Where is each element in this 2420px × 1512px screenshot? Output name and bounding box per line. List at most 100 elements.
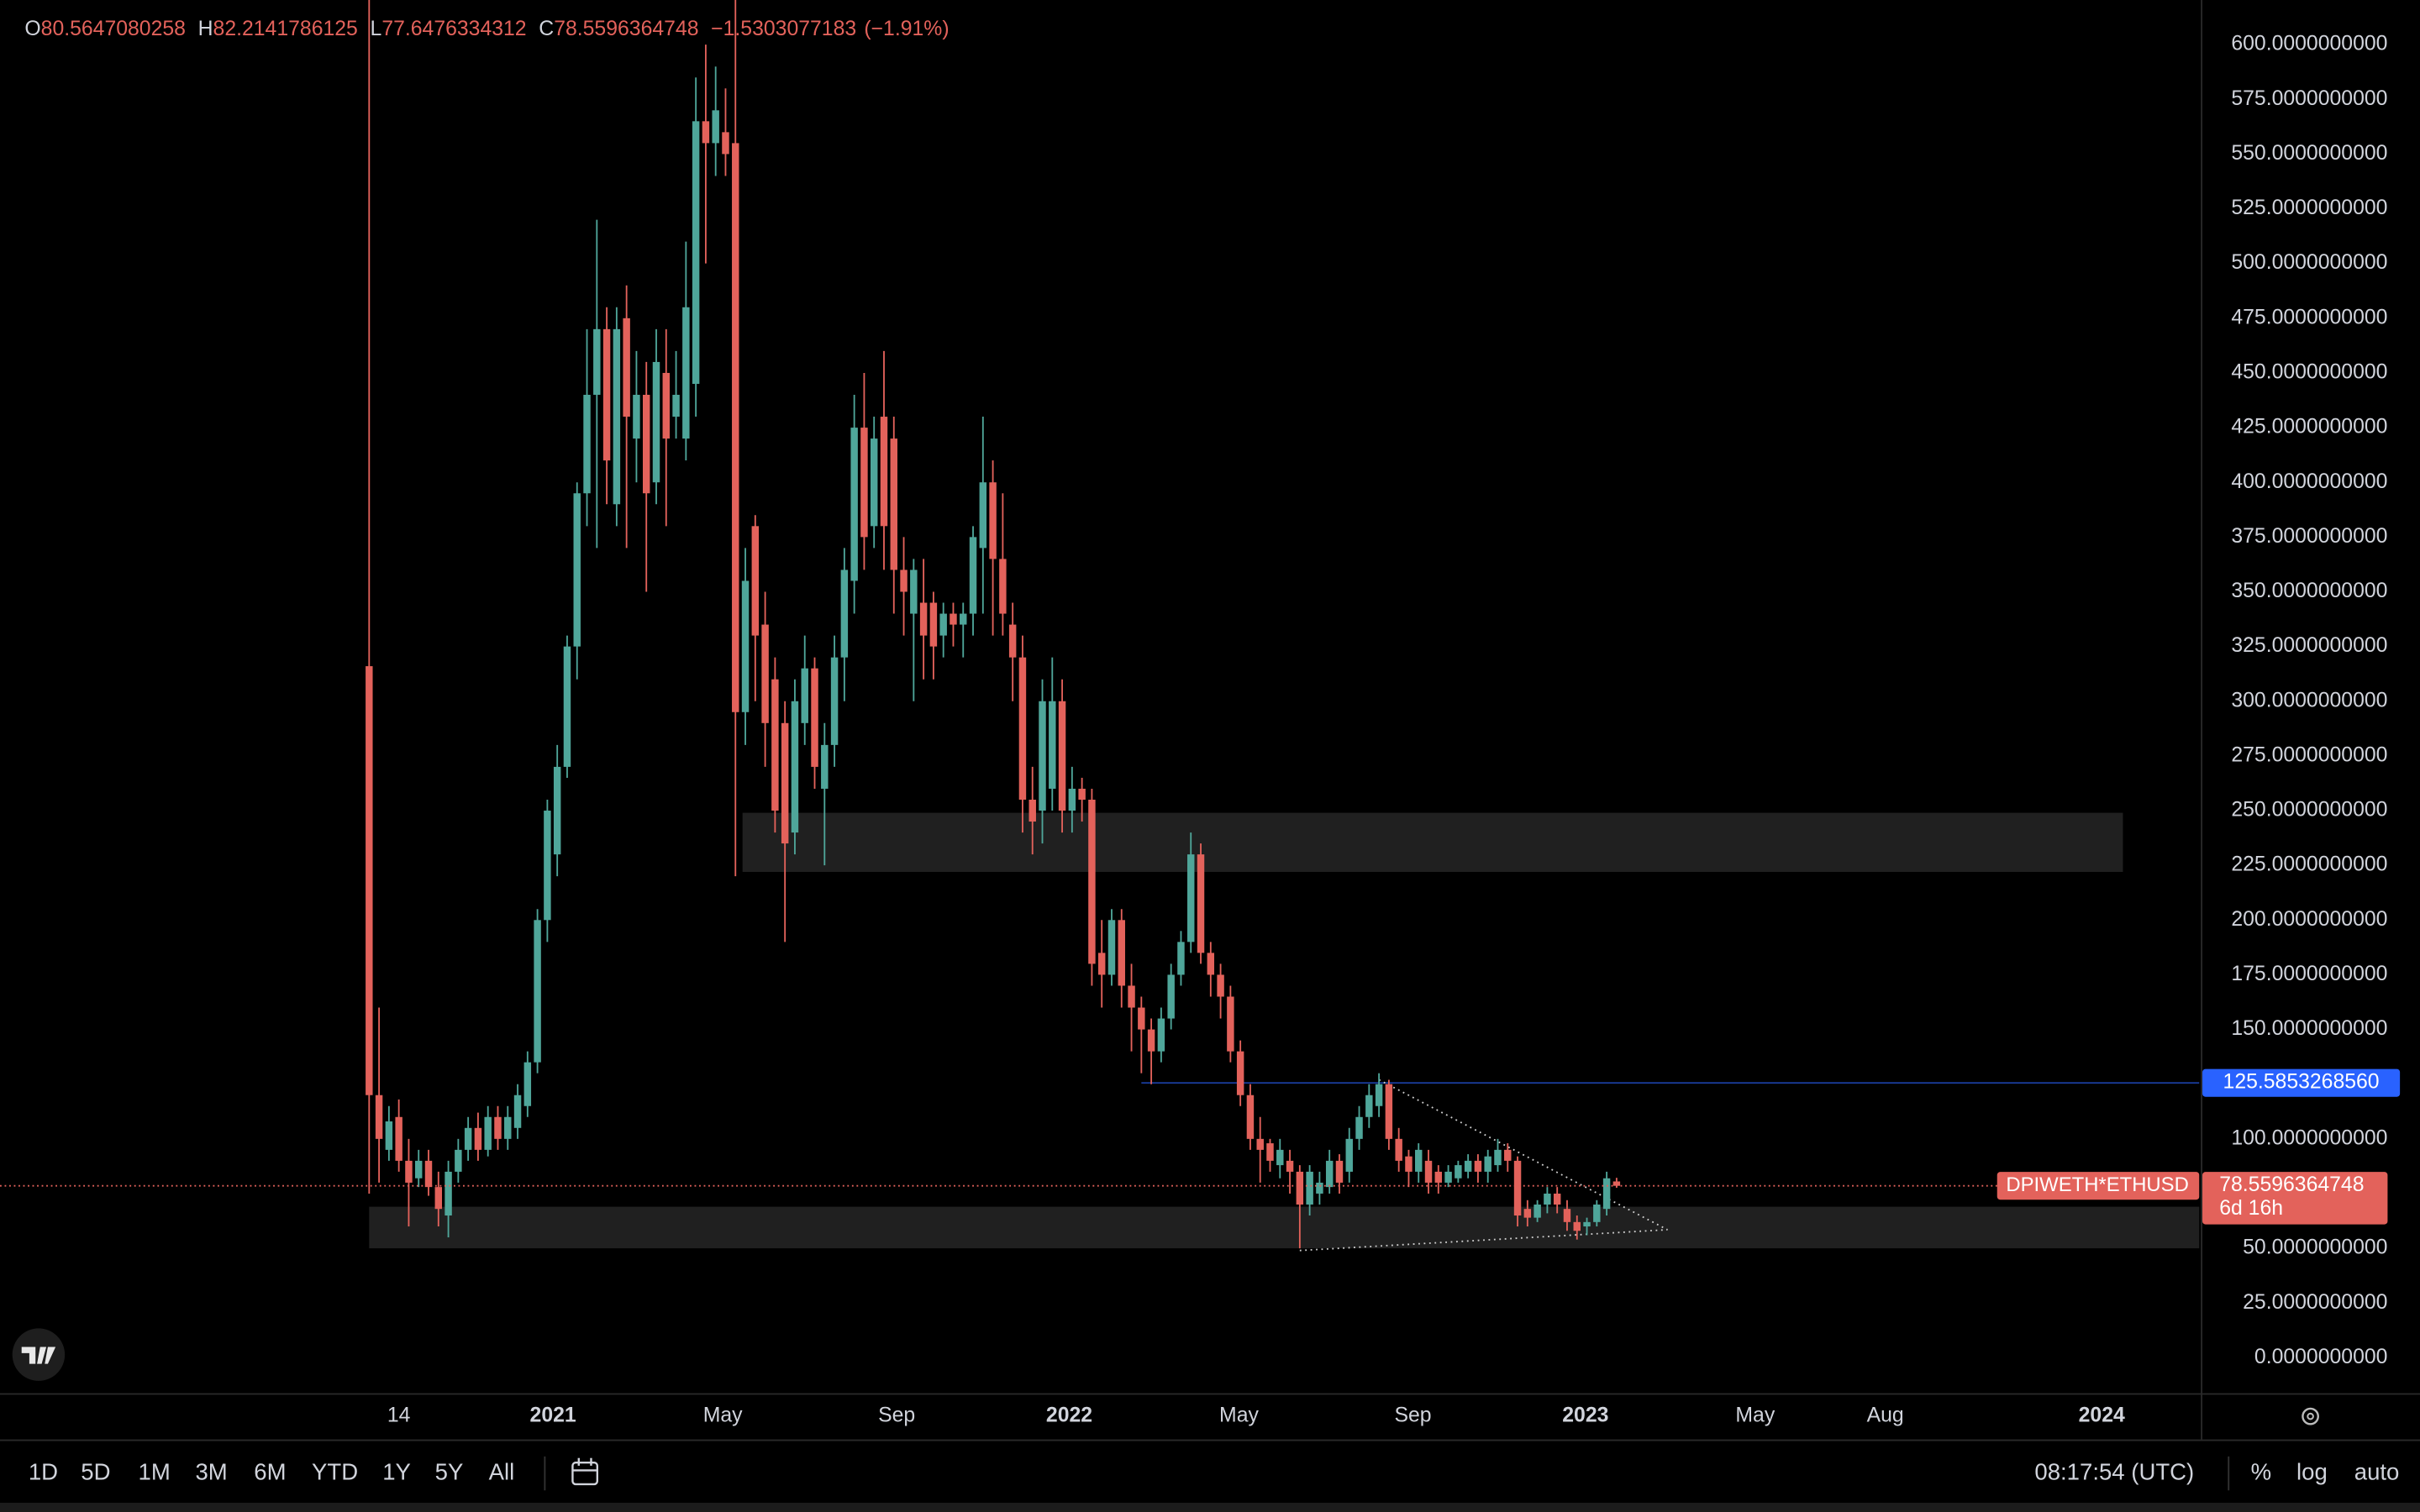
candle-body <box>1523 1209 1532 1218</box>
y-tick-label: 100.0000000000 <box>2231 1126 2387 1149</box>
range-button[interactable]: YTD <box>312 1458 358 1484</box>
x-tick-label: Aug <box>1867 1404 1904 1427</box>
candle-body <box>642 395 650 494</box>
ohlc-label: L <box>371 17 382 39</box>
y-tick-label: 600.0000000000 <box>2231 33 2387 55</box>
candle-body <box>919 602 928 636</box>
range-button[interactable]: 1M <box>139 1458 171 1484</box>
symbol-tag-label: DPIWETH*ETHUSD <box>2006 1173 2188 1196</box>
candle-body <box>414 1160 423 1179</box>
clock: 08:17:54 (UTC) <box>2034 1458 2194 1484</box>
x-tick-label: May <box>1735 1404 1775 1427</box>
y-tick-label: 250.0000000000 <box>2231 799 2387 822</box>
x-tick-label: 2021 <box>530 1404 576 1427</box>
y-tick-label: 350.0000000000 <box>2231 580 2387 602</box>
x-tick-label: May <box>1219 1404 1259 1427</box>
candle-body <box>1345 1138 1353 1172</box>
candle-body <box>662 372 671 439</box>
price-tag <box>2202 1068 2401 1097</box>
candle-body <box>455 1149 462 1172</box>
candle-body <box>1058 701 1066 811</box>
x-tick-label: 2023 <box>1562 1404 1608 1427</box>
y-tick-label: 0.0000000000 <box>2254 1346 2388 1368</box>
y-tick-label: 275.0000000000 <box>2231 743 2387 766</box>
axis-option[interactable]: log <box>2296 1458 2328 1484</box>
candle-body <box>929 602 938 647</box>
candle-body <box>1385 1084 1393 1139</box>
candle-body <box>1028 799 1036 822</box>
candle-body <box>1107 920 1116 975</box>
candle-body <box>1434 1171 1443 1183</box>
y-tick-label: 150.0000000000 <box>2231 1017 2387 1040</box>
candle-body <box>989 482 997 559</box>
candle-body <box>1405 1156 1413 1172</box>
candle-body <box>1276 1149 1284 1166</box>
axis-option[interactable]: auto <box>2354 1458 2400 1484</box>
y-tick-label: 475.0000000000 <box>2231 306 2387 328</box>
y-tick-label: 425.0000000000 <box>2231 416 2387 438</box>
settings-gear[interactable] <box>2302 1407 2319 1425</box>
range-button[interactable]: 1Y <box>382 1458 411 1484</box>
candle-body <box>969 537 977 614</box>
candle-body <box>850 428 858 581</box>
candle-body <box>751 526 760 636</box>
candle-body <box>741 580 750 712</box>
range-button[interactable]: 1D <box>29 1458 58 1484</box>
candle-body <box>830 657 839 745</box>
candle-body <box>1177 942 1185 975</box>
candle-body <box>1207 953 1215 975</box>
ohlc-label: O <box>24 17 40 39</box>
candle-body <box>1504 1149 1512 1161</box>
tradingview-logo[interactable] <box>12 1328 66 1381</box>
symbol-tag <box>1996 1172 2200 1200</box>
candle-body <box>633 395 640 439</box>
candle-body <box>1553 1193 1561 1205</box>
trendline <box>1378 1079 1668 1231</box>
candle-body <box>791 701 799 833</box>
ohlc-label: H <box>198 17 213 39</box>
trendline <box>1299 1229 1668 1252</box>
range-button[interactable]: 3M <box>195 1458 227 1484</box>
y-tick-label: 25.0000000000 <box>2243 1291 2387 1314</box>
range-button[interactable]: 5Y <box>435 1458 464 1484</box>
candle-body <box>682 307 690 439</box>
candle-body <box>910 570 918 614</box>
ohlc-value: 77.6476334312 <box>381 17 526 39</box>
y-tick-label: 525.0000000000 <box>2231 197 2387 219</box>
range-button[interactable]: 5D <box>81 1458 110 1484</box>
y-tick-label: 550.0000000000 <box>2231 142 2387 165</box>
range-button[interactable]: 6M <box>254 1458 286 1484</box>
ohlc-label: C <box>539 17 554 39</box>
candle-body <box>732 143 739 712</box>
last-price-label: 78.5596364748 <box>2219 1173 2364 1196</box>
candle-body <box>1602 1178 1611 1210</box>
candle-body <box>1474 1160 1482 1172</box>
candle-body <box>504 1116 512 1139</box>
ohlc-value: 78.5596364748 <box>554 17 698 39</box>
plot-area: DPIWETH*ETHUSD <box>0 0 2200 1252</box>
calendar-icon[interactable] <box>571 1457 599 1486</box>
candle-body <box>1464 1160 1472 1172</box>
candle-body <box>385 1121 393 1150</box>
y-tick-label: 50.0000000000 <box>2243 1236 2387 1259</box>
countdown: 6d 16h <box>2219 1197 2283 1220</box>
candle-body <box>979 482 987 549</box>
candle-body <box>1484 1156 1491 1172</box>
candle-body <box>1157 1018 1165 1052</box>
axis-option[interactable]: % <box>2251 1458 2272 1484</box>
candle-body <box>623 318 630 417</box>
candle-body <box>1365 1095 1373 1117</box>
candle-body <box>494 1116 502 1139</box>
candle-body <box>1494 1149 1502 1166</box>
candle-body <box>1424 1160 1433 1183</box>
candle-body <box>1256 1138 1264 1150</box>
range-button[interactable]: All <box>489 1458 515 1484</box>
y-tick-label: 575.0000000000 <box>2231 87 2387 110</box>
zone <box>742 812 2123 872</box>
x-tick-label: May <box>703 1404 743 1427</box>
x-tick-label: 14 <box>387 1404 411 1427</box>
y-tick-label: 400.0000000000 <box>2231 470 2387 493</box>
candle-body <box>1544 1193 1551 1205</box>
candle-body <box>1187 854 1195 942</box>
